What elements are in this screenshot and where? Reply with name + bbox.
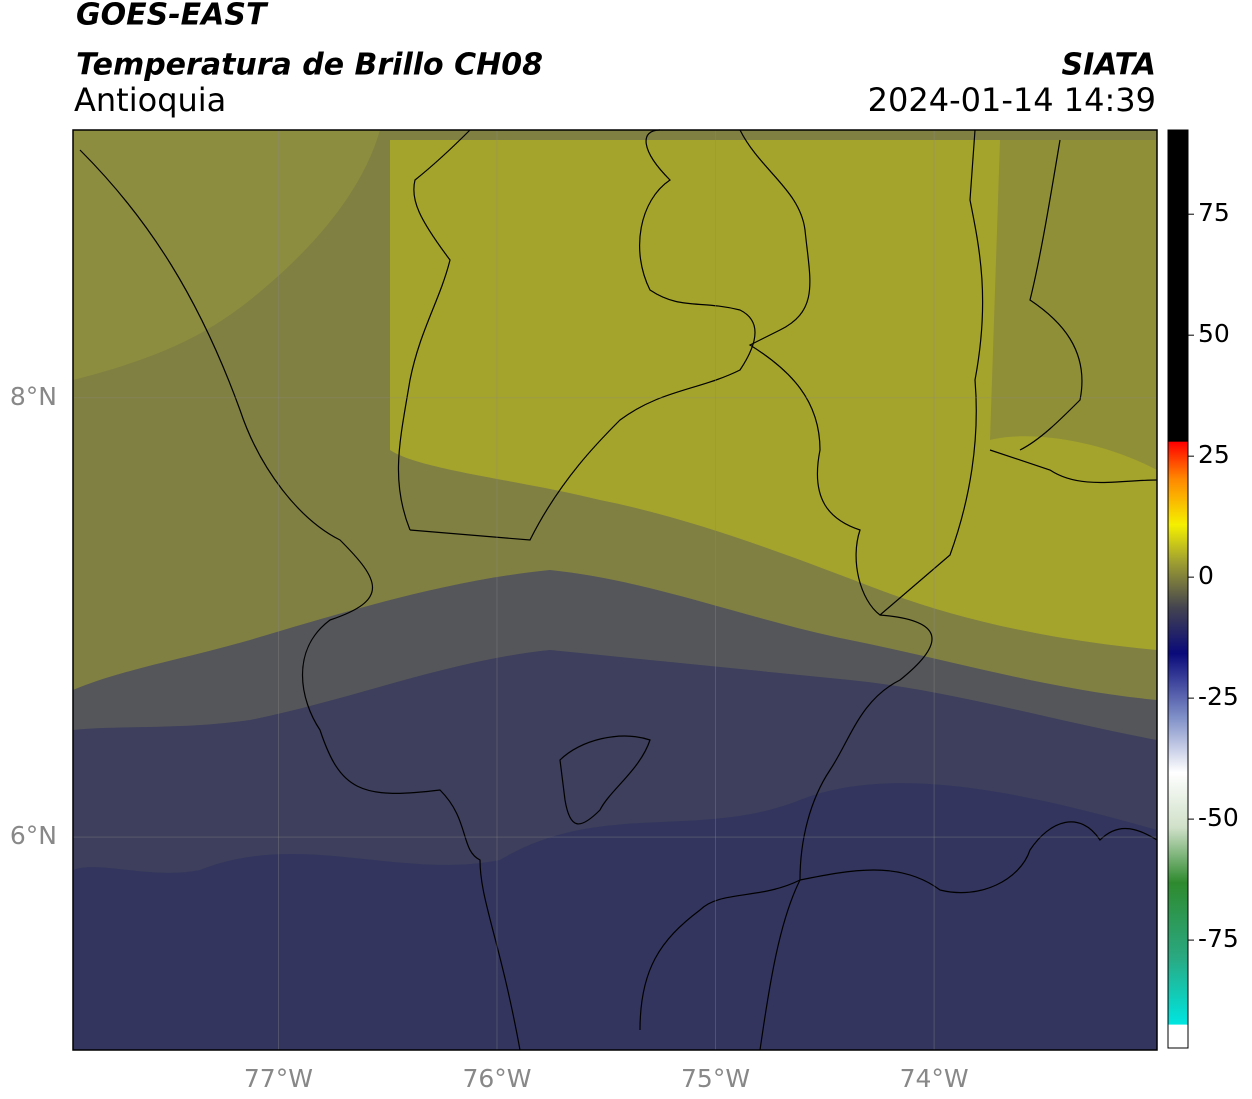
region: Antioquia	[74, 81, 226, 119]
timestamp: 2024-01-14 14:39	[868, 81, 1156, 119]
x-tick-label: 74°W	[900, 1064, 969, 1093]
grid	[73, 130, 1157, 1050]
colorbar-tick-label: 50	[1198, 319, 1230, 348]
source: SIATA	[1062, 48, 1156, 83]
colorbar-tick-label: -75	[1198, 924, 1239, 953]
colorbar-tick-label: -50	[1198, 803, 1239, 832]
colorbar	[1167, 129, 1189, 1049]
colorbar-tick-label: 75	[1198, 198, 1230, 227]
colorbar-tick-label: -25	[1198, 682, 1239, 711]
x-tick-label: 76°W	[462, 1064, 531, 1093]
y-tick-label: 6°N	[10, 821, 57, 850]
subtitle: Temperatura de Brillo CH08	[76, 48, 543, 83]
title: GOES-EAST	[76, 0, 269, 33]
x-tick-label: 77°W	[244, 1064, 313, 1093]
y-tick-label: 8°N	[10, 382, 57, 411]
x-tick-label: 75°W	[681, 1064, 750, 1093]
map-frame	[72, 129, 1158, 1051]
map-image	[73, 129, 1158, 1051]
colorbar-tick-label: 0	[1198, 561, 1214, 590]
colorbar-tick-label: 25	[1198, 440, 1230, 469]
